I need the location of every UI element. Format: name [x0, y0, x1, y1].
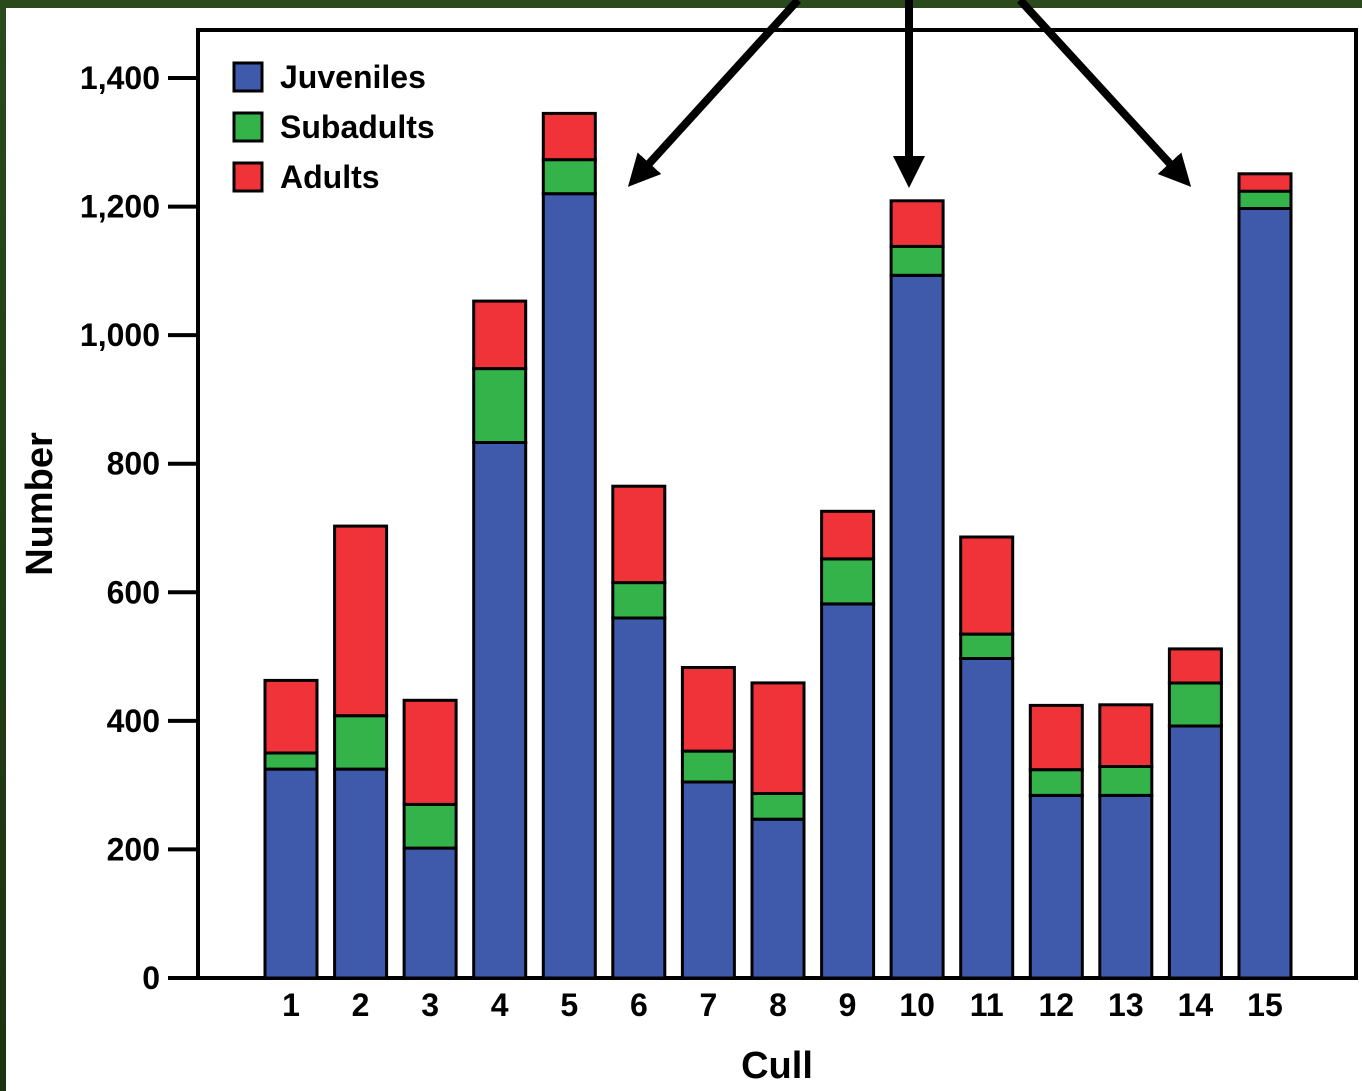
legend-swatch-adults: [232, 161, 264, 193]
bar-segment-subadults-cull-7: [680, 749, 736, 784]
y-tick-label: 400: [107, 703, 160, 739]
y-axis: 0 200 400 600 800 1,000 1,200 1,400: [80, 60, 198, 996]
bar-segment-adults-cull-4: [472, 299, 528, 371]
bar-segment-juveniles-cull-3: [402, 846, 458, 980]
bar-segment-juveniles-cull-1: [263, 767, 319, 980]
bar-segment-adults-cull-7: [680, 666, 736, 753]
bar-segment-subadults-cull-9: [820, 557, 876, 606]
bar-segment-adults-cull-3: [402, 698, 458, 806]
bar-segment-juveniles-cull-14: [1167, 724, 1223, 980]
bars-group: [263, 111, 1293, 980]
bar-segment-subadults-cull-4: [472, 367, 528, 445]
bar-segment-subadults-cull-8: [750, 792, 806, 821]
annotation-arrow-cull-14: [1017, 0, 1192, 187]
legend-label-subadults: Subadults: [280, 109, 435, 145]
x-tick-label: 9: [839, 987, 857, 1023]
x-tick-label: 7: [700, 987, 718, 1023]
y-tick-label: 800: [107, 446, 160, 482]
bar-segment-adults-cull-8: [750, 681, 806, 796]
bar-segment-subadults-cull-12: [1028, 768, 1084, 797]
bar-segment-juveniles-cull-6: [611, 616, 667, 980]
x-tick-label: 1: [282, 987, 300, 1023]
bar-segment-adults-cull-9: [820, 509, 876, 561]
bar-segment-subadults-cull-3: [402, 802, 458, 850]
bar-segment-adults-cull-1: [263, 678, 319, 755]
x-tick-label: 14: [1178, 987, 1214, 1023]
x-tick-label: 5: [560, 987, 578, 1023]
x-tick-label: 10: [899, 987, 935, 1023]
bar-segment-adults-cull-13: [1098, 703, 1154, 768]
bar-segment-adults-cull-6: [611, 484, 667, 585]
bar-segment-juveniles-cull-10: [889, 273, 945, 980]
bar-segment-adults-cull-10: [889, 199, 945, 248]
x-tick-label: 6: [630, 987, 648, 1023]
bar-segment-adults-cull-12: [1028, 703, 1084, 772]
bar-segment-adults-cull-2: [333, 524, 389, 718]
legend-swatch-juveniles: [232, 61, 264, 93]
bar-segment-juveniles-cull-11: [959, 657, 1015, 980]
y-tick-label: 0: [142, 960, 160, 996]
bar-segment-adults-cull-5: [541, 111, 597, 162]
x-tick-label: 2: [352, 987, 370, 1023]
y-axis-title: Number: [19, 432, 61, 576]
x-tick-label: 11: [970, 987, 1004, 1023]
x-axis-title: Cull: [741, 1045, 813, 1087]
annotation-arrow-cull-6: [627, 0, 801, 187]
bar-segment-juveniles-cull-15: [1237, 207, 1293, 980]
y-tick-label: 1,400: [80, 60, 160, 96]
bar-segment-subadults-cull-2: [333, 714, 389, 771]
bar-segment-juveniles-cull-4: [472, 441, 528, 980]
y-tick-label: 600: [107, 574, 160, 610]
bar-segment-subadults-cull-6: [611, 581, 667, 620]
bar-segment-juveniles-cull-12: [1028, 793, 1084, 980]
bar-segment-juveniles-cull-7: [680, 780, 736, 980]
legend-swatch-subadults: [232, 111, 264, 143]
bar-segment-subadults-cull-15: [1237, 189, 1293, 211]
legend: Juveniles Subadults Adults: [232, 59, 435, 195]
bar-segment-adults-cull-14: [1167, 647, 1223, 685]
bar-segment-juveniles-cull-8: [750, 817, 806, 980]
bar-segment-juveniles-cull-13: [1098, 793, 1154, 980]
x-tick-label: 4: [491, 987, 509, 1023]
bar-segment-juveniles-cull-2: [333, 767, 389, 980]
x-axis: 1 2 3 4 5 6 7 8 9 10 11 12 13 14 15: [282, 987, 1283, 1023]
y-tick-label: 200: [107, 831, 160, 867]
x-tick-label: 12: [1038, 987, 1074, 1023]
legend-label-juveniles: Juveniles: [280, 59, 426, 95]
bar-segment-subadults-cull-1: [263, 751, 319, 771]
bar-segment-subadults-cull-14: [1167, 681, 1223, 728]
x-tick-label: 3: [421, 987, 439, 1023]
bar-segment-subadults-cull-13: [1098, 765, 1154, 797]
bar-segment-juveniles-cull-9: [820, 602, 876, 980]
legend-label-adults: Adults: [280, 159, 380, 195]
bar-segment-subadults-cull-11: [959, 632, 1015, 660]
bar-segment-subadults-cull-5: [541, 158, 597, 196]
bar-segment-adults-cull-15: [1237, 172, 1293, 193]
annotation-arrows: [627, 0, 1192, 188]
x-tick-label: 8: [769, 987, 787, 1023]
y-tick-label: 1,000: [80, 317, 160, 353]
bar-segment-juveniles-cull-5: [541, 192, 597, 980]
x-tick-label: 13: [1108, 987, 1144, 1023]
x-tick-label: 15: [1247, 987, 1283, 1023]
bar-segment-subadults-cull-10: [889, 244, 945, 277]
y-tick-label: 1,200: [80, 189, 160, 225]
bar-segment-adults-cull-11: [959, 535, 1015, 636]
